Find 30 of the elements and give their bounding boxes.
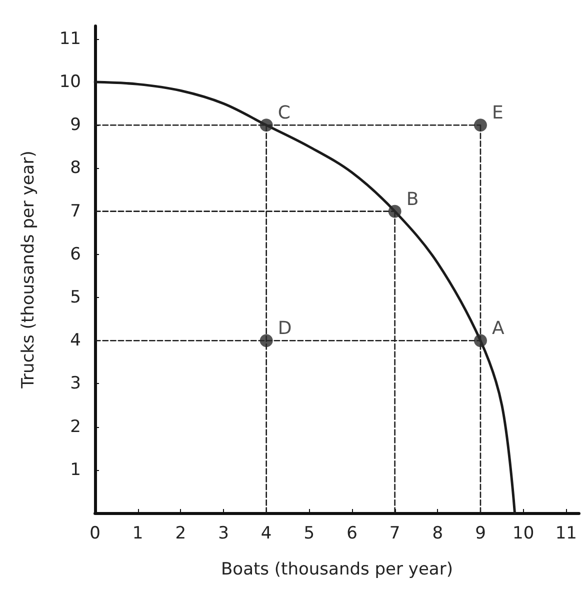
data-label: A [492, 318, 505, 340]
y-tick-label: 6 [70, 244, 81, 264]
y-tick-label: 8 [70, 158, 81, 178]
x-tick-label: 6 [346, 524, 358, 544]
data-label: B [406, 188, 419, 210]
y-axis-title: Trucks (thousands per year) [18, 150, 38, 390]
x-tick-label: 1 [132, 524, 144, 544]
x-tick-label: 11 [555, 524, 577, 544]
data-label: D [278, 318, 292, 340]
y-tick-label: 5 [70, 288, 81, 308]
x-tick-label: 8 [432, 524, 444, 544]
x-tick-label: 10 [512, 524, 534, 544]
y-tick-label: 11 [59, 28, 81, 49]
x-tick-label: 9 [475, 524, 486, 544]
y-tick-label: 4 [70, 330, 81, 351]
x-axis-title: Boats (thousands per year) [221, 560, 453, 580]
x-tick-label: 0 [90, 524, 100, 544]
x-tick-label: 4 [260, 524, 272, 544]
x-tick-label: 3 [218, 524, 229, 544]
x-tick-label: 2 [175, 524, 186, 544]
x-tick-label: 5 [304, 524, 315, 544]
y-tick-label: 2 [70, 416, 81, 437]
data-label: C [278, 102, 290, 124]
y-tick-label: 10 [59, 72, 81, 92]
x-tick-label: 7 [389, 524, 400, 544]
y-tick-label: 3 [70, 374, 81, 394]
y-tick-label: 9 [70, 115, 81, 136]
data-label: E [492, 102, 504, 124]
y-tick-label: 7 [70, 201, 81, 222]
y-tick-label: 1 [70, 460, 81, 480]
